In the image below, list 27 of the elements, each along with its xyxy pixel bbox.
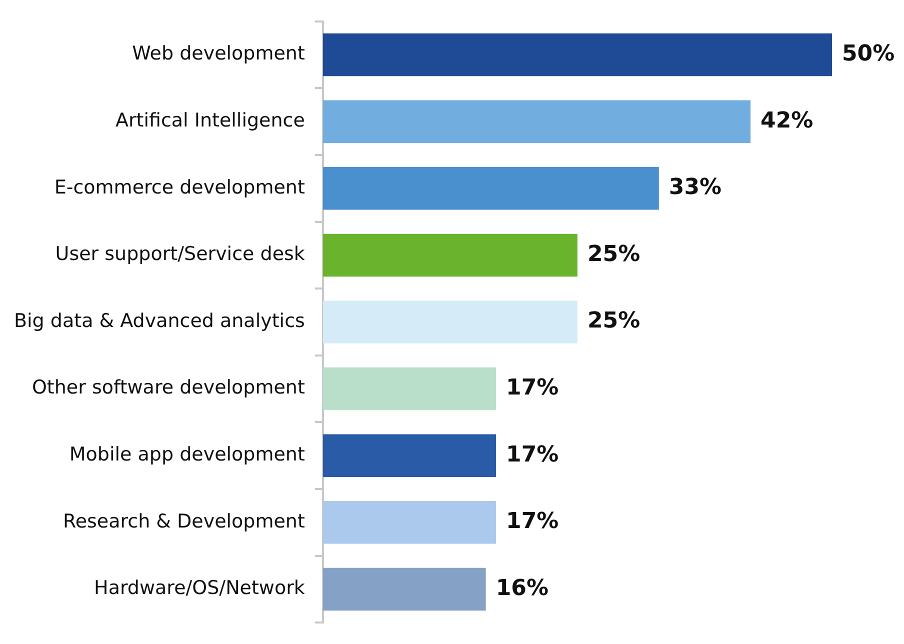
data-label: 16% (496, 576, 548, 601)
bar (322, 434, 496, 477)
bar (322, 33, 832, 76)
bar (322, 167, 659, 210)
data-label: 25% (587, 242, 640, 267)
y-tick-label: Research & Development (62, 510, 305, 532)
bar (322, 501, 496, 544)
y-tick-label: User support/Service desk (55, 243, 305, 266)
data-label: 33% (668, 175, 722, 200)
y-tick-label: Other software development (32, 376, 305, 399)
bar (322, 568, 486, 611)
y-tick-label: Hardware/OS/Network (94, 577, 305, 600)
bar (322, 100, 751, 143)
y-tick-label: Artifical Intelligence (115, 110, 305, 132)
data-label: 50% (842, 42, 895, 67)
bar (322, 300, 578, 344)
data-label: 17% (506, 509, 559, 534)
bar (322, 367, 496, 410)
y-tick-label: Web development (132, 42, 305, 65)
data-label: 17% (506, 442, 559, 468)
y-tick-label: E-commerce development (54, 176, 305, 198)
y-tick-label: Big data & Advanced analytics (14, 310, 305, 332)
data-label: 17% (506, 376, 559, 401)
data-label: 25% (587, 308, 640, 334)
bar (322, 234, 578, 277)
data-label: 42% (760, 108, 814, 134)
y-tick-label: Mobile app development (69, 444, 305, 466)
